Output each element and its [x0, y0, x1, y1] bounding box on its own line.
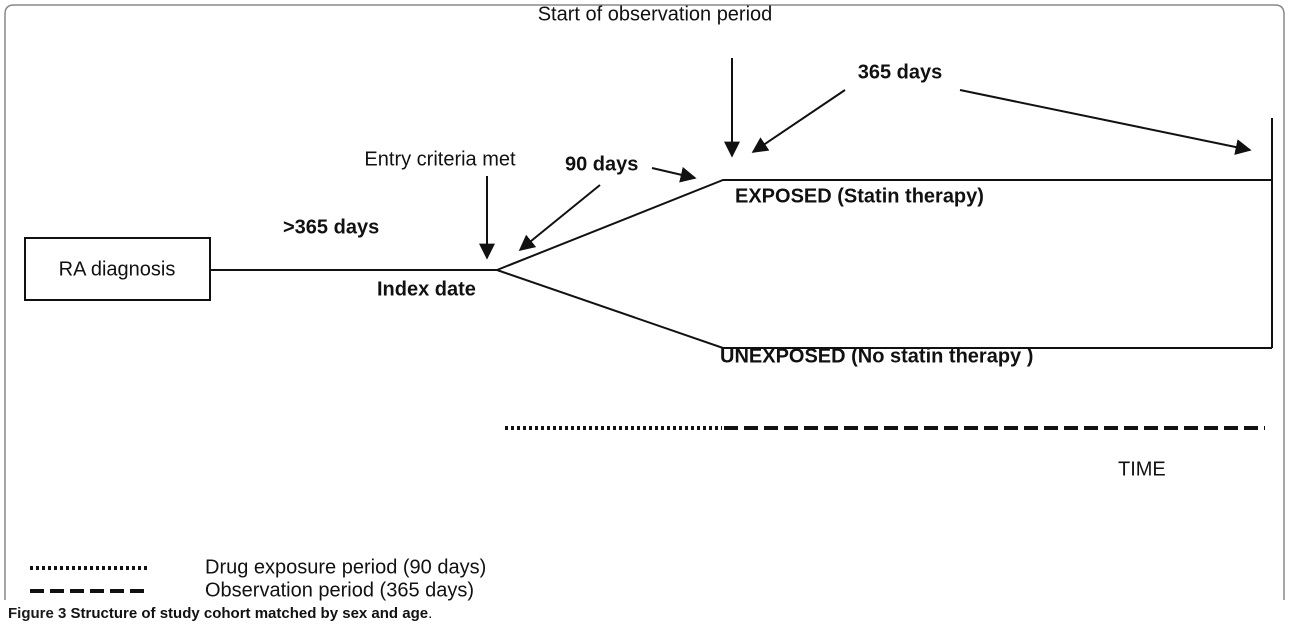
label: UNEXPOSED (No statin therapy )	[720, 345, 1033, 367]
arrow	[651, 166, 697, 183]
label: Entry criteria met	[364, 148, 516, 170]
arrow	[518, 184, 601, 252]
label: TIME	[1118, 458, 1166, 480]
caption-label: Figure 3	[8, 605, 66, 622]
arrow	[751, 89, 846, 153]
caption-end: .	[428, 605, 432, 622]
label: >365 days	[283, 216, 379, 238]
label: Start of observation period	[538, 3, 773, 25]
caption: Figure 3 Structure of study cohort match…	[8, 605, 432, 622]
label: 90 days	[565, 153, 638, 175]
arrow	[959, 89, 1252, 155]
exposed-branch	[496, 179, 1272, 271]
caption-text: Structure of study cohort matched by sex…	[71, 605, 429, 622]
frame	[4, 4, 1285, 600]
legend-label: Observation period (365 days)	[205, 579, 474, 601]
label: 365 days	[858, 61, 943, 83]
legend-label: Drug exposure period (90 days)	[205, 556, 486, 578]
box-label: RA diagnosis	[59, 258, 176, 280]
label: EXPOSED (Statin therapy)	[735, 185, 984, 207]
label: Index date	[377, 278, 476, 300]
unexposed-branch	[496, 269, 1272, 349]
